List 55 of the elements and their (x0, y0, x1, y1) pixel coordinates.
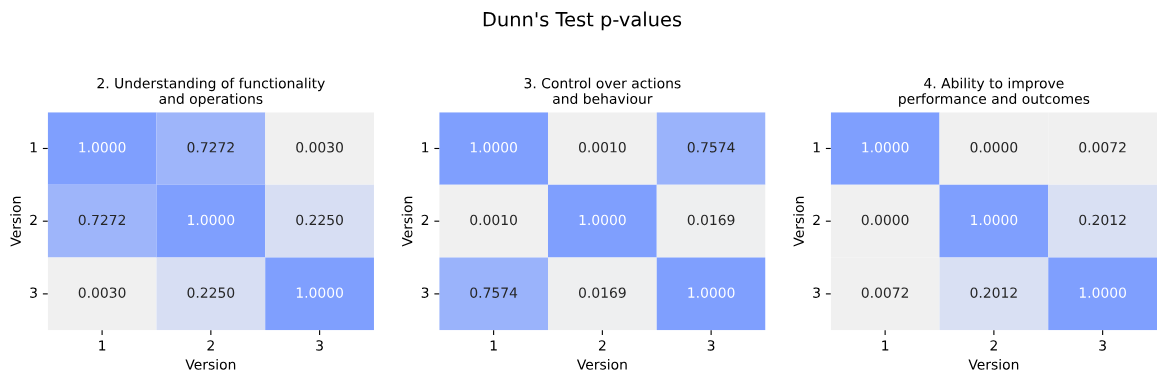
x-tick-label: 3 (316, 340, 323, 351)
data-label: 0.2012 (970, 287, 1017, 298)
data-label: 1.0000 (296, 287, 343, 298)
chart-title: 2. Understanding of functionality and operations (97, 77, 325, 107)
chart-title: 4. Ability to improve performance and outcomes (899, 77, 1090, 107)
text: Dunn's Test p-values (483, 11, 682, 31)
y-axis-title: Version (10, 196, 21, 247)
data-label: 0.0000 (970, 142, 1018, 153)
data-label: 1.0000 (688, 287, 735, 298)
x-tick-label: 3 (707, 340, 715, 351)
data-label: 0.0010 (470, 214, 517, 226)
x-axis-title: Version (968, 358, 1019, 370)
data-label: 0.7574 (687, 142, 735, 153)
data-label: 0.0072 (1079, 142, 1126, 153)
data-label: 1.0000 (470, 142, 517, 153)
x-tick-label: 1 (882, 340, 889, 351)
x-tick-label: 2 (990, 340, 997, 351)
y-axis-title: Version (401, 196, 413, 247)
data-label: 0.0169 (578, 287, 626, 298)
data-label: 1.0000 (862, 142, 909, 153)
x-tick-label: 1 (490, 340, 497, 351)
data-label: 0.0030 (78, 287, 126, 298)
data-label: 0.0010 (578, 142, 626, 153)
y-tick-label: 2 (813, 214, 820, 226)
chart-title: 3. Control over actions and behaviour (524, 77, 681, 104)
data-label: 0.2250 (187, 287, 235, 298)
y-tick-label: 1 (422, 142, 429, 153)
data-label: 0.0072 (861, 287, 909, 298)
y-axis-title: Version (793, 196, 804, 247)
data-label: 0.2250 (296, 214, 343, 226)
data-label: 0.7574 (470, 287, 518, 298)
data-label: 1.0000 (971, 214, 1018, 226)
data-label: 0.0030 (296, 142, 343, 153)
x-tick-label: 3 (1099, 340, 1106, 351)
data-label: 0.0000 (861, 214, 909, 226)
x-tick-label: 2 (207, 340, 214, 351)
data-label: 0.7272 (78, 214, 126, 226)
data-label: 0.0169 (687, 214, 735, 226)
y-tick-label: 3 (30, 287, 37, 298)
y-tick-label: 2 (421, 214, 429, 226)
x-axis-title: Version (185, 358, 236, 370)
data-label: 0.2012 (1079, 214, 1126, 226)
x-tick-label: 2 (598, 340, 606, 351)
y-tick-label: 3 (421, 287, 429, 298)
data-label: 1.0000 (579, 214, 626, 226)
data-label: 0.7272 (187, 142, 234, 153)
y-tick-label: 1 (30, 142, 37, 153)
data-label: 1.0000 (1079, 287, 1127, 298)
y-tick-label: 2 (30, 214, 37, 226)
data-label: 1.0000 (79, 142, 126, 153)
x-axis-title: Version (576, 358, 627, 370)
x-tick-label: 1 (99, 340, 106, 351)
data-label: 1.0000 (188, 214, 235, 226)
y-tick-label: 3 (813, 287, 820, 298)
y-tick-label: 1 (813, 142, 820, 153)
